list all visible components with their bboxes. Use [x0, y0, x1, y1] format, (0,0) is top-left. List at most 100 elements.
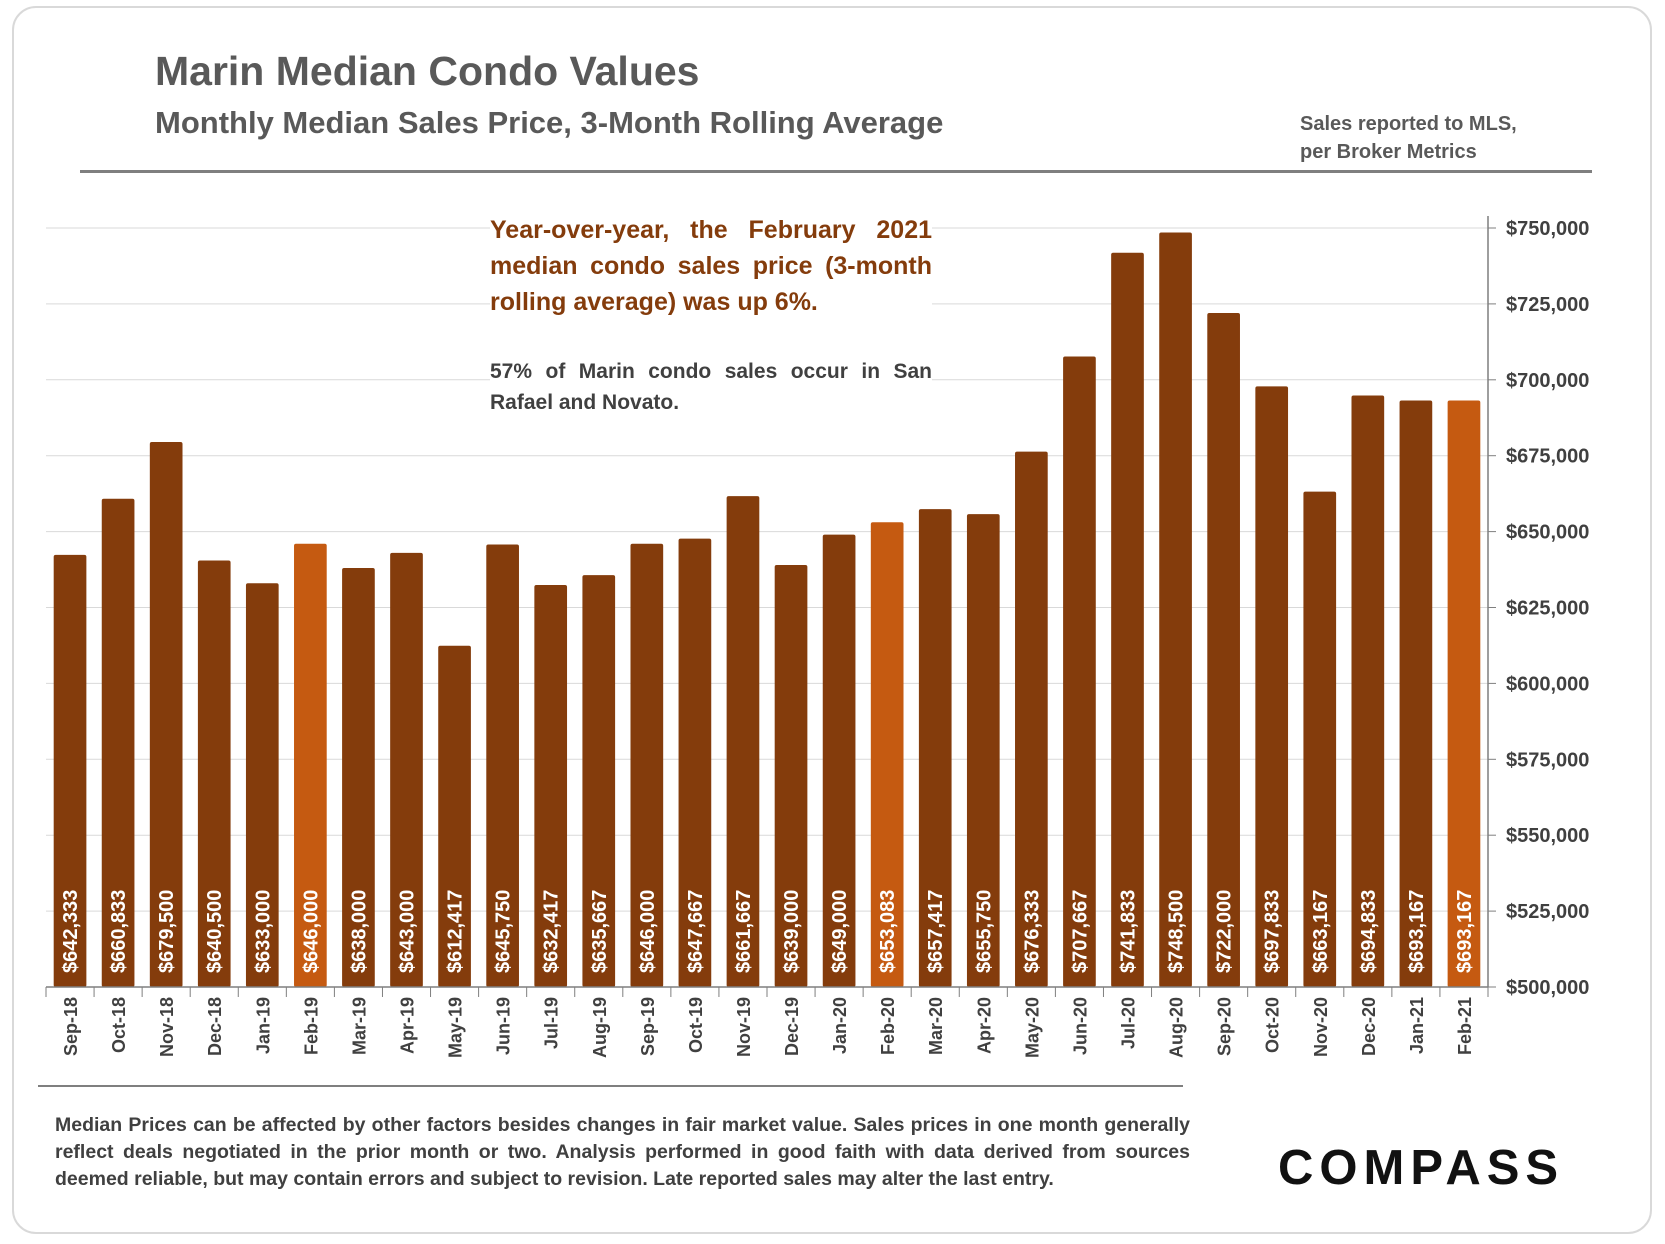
x-tick-label: Nov-19 — [734, 997, 754, 1057]
bar-oct-18 — [101, 498, 135, 987]
bar-mar-19 — [342, 568, 375, 987]
x-tick-label: Nov-18 — [157, 997, 177, 1057]
x-tick-label: Mar-20 — [926, 997, 946, 1055]
x-tick-label: Jul-19 — [542, 997, 562, 1049]
bar-feb-19 — [294, 543, 327, 987]
x-tick-label: Oct-18 — [109, 997, 129, 1053]
x-tick-label: Dec-19 — [782, 997, 802, 1056]
data-label: $697,833 — [1262, 890, 1284, 973]
compass-logo: COMPASS — [1278, 1141, 1565, 1195]
data-label: $642,333 — [60, 890, 82, 973]
data-label: $676,333 — [1021, 890, 1043, 973]
x-tick-label: Jul-20 — [1119, 997, 1139, 1049]
header-divider — [80, 170, 1592, 173]
data-label: $748,500 — [1166, 890, 1188, 973]
x-tick-label: May-20 — [1022, 997, 1042, 1058]
x-tick-label: Dec-18 — [205, 997, 225, 1056]
bars: $642,333 $660,833 $679,500 $640,500 $633,000… — [53, 232, 1481, 988]
bar-jun-20 — [1063, 356, 1096, 988]
data-label: $663,167 — [1310, 890, 1332, 973]
data-label: $693,167 — [1406, 890, 1428, 973]
bar-sep-19 — [630, 543, 664, 987]
x-tick-label: Feb-20 — [878, 997, 898, 1055]
bar-aug-20 — [1159, 232, 1192, 987]
footer-divider — [38, 1085, 1183, 1087]
y-tick-label: $575,000 — [1506, 749, 1589, 771]
bar-jun-19 — [486, 544, 519, 987]
bar-oct-20 — [1255, 386, 1289, 987]
x-tick-label: May-19 — [446, 997, 466, 1058]
axes: $500,000 $525,000 $550,000 $575,000 $600,000… — [45, 216, 1589, 1058]
data-label: $679,500 — [156, 890, 178, 973]
bar-jan-21 — [1399, 400, 1433, 987]
x-tick-label: Dec-20 — [1359, 997, 1379, 1056]
x-tick-label: Sep-20 — [1215, 997, 1235, 1056]
y-tick-label: $750,000 — [1506, 218, 1589, 240]
data-label: $707,667 — [1069, 890, 1091, 973]
source-note: Sales reported to MLS, per Broker Metric… — [1300, 110, 1517, 166]
bar-jan-19 — [245, 583, 279, 987]
y-tick-label: $550,000 — [1506, 825, 1589, 847]
x-tick-label: Aug-19 — [590, 997, 610, 1058]
data-label: $657,417 — [925, 890, 947, 973]
data-label: $741,833 — [1118, 890, 1140, 973]
data-label: $649,000 — [829, 890, 851, 973]
data-label: $639,000 — [781, 890, 803, 973]
bar-may-20 — [1015, 451, 1048, 987]
data-label: $693,167 — [1454, 890, 1476, 973]
share-annotation: 57% of Marin condo sales occur in San Ra… — [490, 356, 932, 418]
x-tick-label: Feb-21 — [1455, 997, 1475, 1055]
x-tick-label: Aug-20 — [1167, 997, 1187, 1058]
x-tick-label: Apr-20 — [974, 997, 994, 1054]
x-tick-label: Sep-19 — [638, 997, 658, 1056]
source-line-1: Sales reported to MLS, — [1300, 113, 1517, 135]
y-tick-label: $600,000 — [1506, 673, 1589, 695]
bar-oct-19 — [678, 538, 712, 987]
x-tick-label: Oct-19 — [686, 997, 706, 1053]
bar-may-19 — [438, 645, 471, 987]
y-tick-label: $675,000 — [1506, 446, 1589, 468]
data-label: $645,750 — [493, 890, 515, 973]
bar-dec-20 — [1351, 395, 1385, 987]
bar-aug-19 — [582, 575, 616, 987]
bar-mar-20 — [918, 509, 952, 987]
x-tick-label: Mar-19 — [349, 997, 369, 1055]
chart-subtitle: Monthly Median Sales Price, 3-Month Roll… — [155, 105, 944, 140]
y-tick-label: $500,000 — [1506, 977, 1589, 999]
x-tick-label: Jun-19 — [494, 997, 514, 1055]
data-label: $635,667 — [589, 890, 611, 973]
data-label: $655,750 — [973, 890, 995, 973]
bar-sep-18 — [53, 554, 87, 987]
x-tick-label: Jun-20 — [1070, 997, 1090, 1055]
x-tick-label: Jan-19 — [253, 997, 273, 1054]
x-tick-label: Jan-20 — [830, 997, 850, 1054]
yoy-annotation: Year-over-year, the February 2021 median… — [490, 212, 932, 320]
data-label: $694,833 — [1358, 890, 1380, 973]
data-label: $722,000 — [1214, 890, 1236, 973]
data-label: $646,000 — [637, 890, 659, 973]
bar-feb-20 — [870, 522, 904, 987]
data-label: $612,417 — [445, 890, 467, 973]
data-label: $660,833 — [108, 890, 130, 973]
bar-dec-19 — [774, 564, 808, 987]
bar-dec-18 — [197, 560, 231, 987]
x-tick-label: Apr-19 — [398, 997, 418, 1054]
y-tick-label: $725,000 — [1506, 294, 1589, 316]
bar-jul-19 — [534, 584, 568, 987]
bar-apr-19 — [390, 552, 423, 987]
data-label: $640,500 — [204, 890, 226, 973]
data-label: $643,000 — [397, 890, 419, 973]
x-tick-label: Feb-19 — [301, 997, 321, 1055]
x-tick-label: Oct-20 — [1263, 997, 1283, 1053]
bar-jul-20 — [1111, 252, 1144, 987]
y-tick-label: $650,000 — [1506, 522, 1589, 544]
bar-nov-19 — [726, 496, 760, 987]
source-line-2: per Broker Metrics — [1300, 141, 1477, 163]
bar-nov-18 — [149, 442, 183, 988]
data-label: $653,083 — [877, 890, 899, 973]
bar-sep-20 — [1207, 313, 1240, 987]
data-label: $633,000 — [252, 890, 274, 973]
data-label: $661,667 — [733, 890, 755, 973]
data-label: $647,667 — [685, 890, 707, 973]
